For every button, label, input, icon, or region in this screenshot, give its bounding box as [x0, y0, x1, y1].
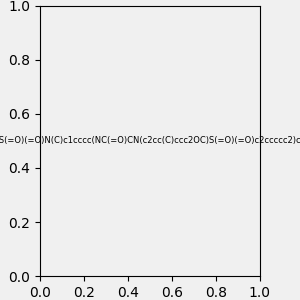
Text: CS(=O)(=O)N(C)c1cccc(NC(=O)CN(c2cc(C)ccc2OC)S(=O)(=O)c2ccccc2)c1: CS(=O)(=O)N(C)c1cccc(NC(=O)CN(c2cc(C)ccc…	[0, 136, 300, 146]
